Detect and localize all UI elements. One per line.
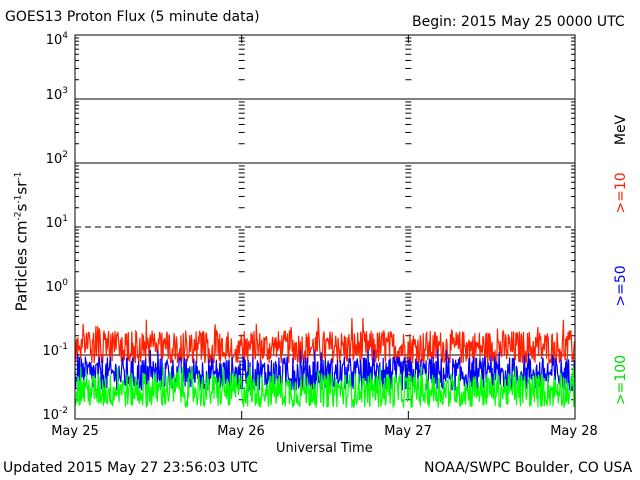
y-tick-label: 102: [45, 150, 68, 167]
y-tick-label: 103: [45, 86, 68, 103]
x-tick-label: May 25: [51, 424, 99, 439]
series-line-2: [74, 366, 576, 408]
updated-timestamp: Updated 2015 May 27 23:56:03 UTC: [3, 460, 258, 476]
begin-time-label: Begin: 2015 May 25 0000 UTC: [412, 14, 625, 30]
y-tick-label: 104: [45, 31, 68, 48]
chart-title: GOES13 Proton Flux (5 minute data): [5, 9, 260, 25]
legend-item-ge10: >=10: [613, 172, 629, 214]
y-tick-label: 100: [45, 278, 68, 295]
series-line-0: [74, 317, 576, 365]
plot-frame: [74, 34, 576, 420]
x-tick-label: May 27: [384, 424, 432, 439]
y-tick-label: 101: [45, 214, 68, 231]
x-tick-label: May 26: [217, 424, 265, 439]
x-axis-label: Universal Time: [276, 441, 373, 456]
y-tick-label: 10-1: [42, 342, 68, 359]
legend-unit-mev: MeV: [613, 114, 629, 146]
y-tick-label: 10-2: [42, 406, 68, 423]
x-tick-label: May 28: [550, 424, 598, 439]
credit-label: NOAA/SWPC Boulder, CO USA: [424, 460, 633, 476]
legend-item-ge100: >=100: [613, 354, 629, 406]
legend-item-ge50: >=50: [613, 265, 629, 307]
